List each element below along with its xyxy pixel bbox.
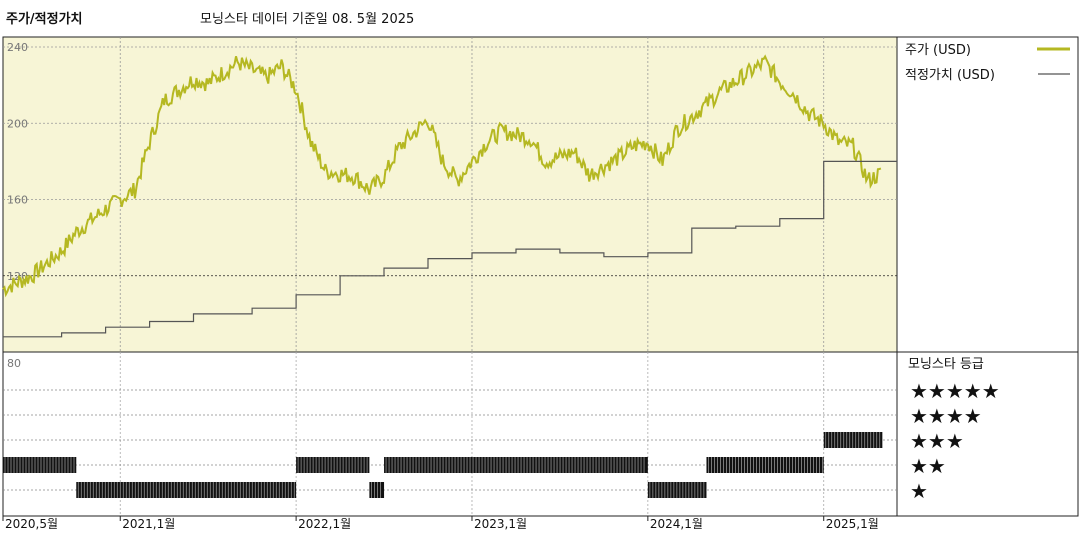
fair-value-series-line bbox=[3, 160, 897, 338]
rating-segment-3-star bbox=[823, 432, 883, 448]
chart-series bbox=[2, 54, 897, 338]
x-tick-label: 2020,5월 bbox=[5, 517, 58, 531]
rating-segment-1-star bbox=[369, 482, 385, 498]
x-tick-label: 2024,1월 bbox=[650, 517, 703, 531]
rating-segment-2-star bbox=[384, 457, 648, 473]
chart-frame bbox=[2, 36, 1079, 517]
y-tick-label: 80 bbox=[7, 357, 21, 370]
chart-panels bbox=[2, 36, 1079, 517]
rating-level-1-stars: ★ bbox=[910, 479, 928, 503]
x-tick-label: 2022,1월 bbox=[298, 517, 351, 531]
rating-bars bbox=[3, 432, 883, 498]
legend-price-label: 주가 (USD) bbox=[905, 43, 971, 58]
x-tick-label: 2025,1월 bbox=[826, 517, 879, 531]
price-panel-bg bbox=[3, 37, 897, 352]
rating-bar bbox=[296, 457, 370, 473]
rating-segment-1-star bbox=[647, 482, 707, 498]
y-tick-label: 200 bbox=[7, 117, 28, 130]
chart-legend: 주가 (USD)적정가치 (USD)모닝스타 등급★★★★★★★★★★★★★★★ bbox=[905, 43, 1070, 503]
x-tick-label: 2021,1월 bbox=[122, 517, 175, 531]
rating-bar bbox=[384, 457, 648, 473]
price-series-line bbox=[2, 54, 882, 298]
rating-level-3-stars: ★★★ bbox=[910, 429, 964, 453]
x-axis-ticks: 2020,5월 2021,1월 2022,1월 2023,1월 2024,1월 2025,… bbox=[2, 516, 879, 531]
rating-level-4-stars: ★★★★ bbox=[910, 404, 982, 428]
rating-segment-2-star bbox=[706, 457, 824, 473]
y-tick-label: 240 bbox=[7, 41, 28, 54]
rating-segment-2-star bbox=[3, 457, 77, 473]
x-tick-label: 2023,1월 bbox=[474, 517, 527, 531]
rating-level-2-stars: ★★ bbox=[910, 454, 946, 478]
chart-section-title: 주가/적정가치 bbox=[6, 12, 83, 27]
rating-bar bbox=[3, 457, 77, 473]
rating-level-5-stars: ★★★★★ bbox=[910, 379, 1000, 403]
y-tick-label: 160 bbox=[7, 194, 28, 207]
rating-segment-1-star bbox=[76, 482, 297, 498]
data-date-caption: 모닝스타 데이터 기준일 08. 5월 2025 bbox=[200, 12, 415, 27]
rating-segment-2-star bbox=[296, 457, 370, 473]
legend-fair-value-label: 적정가치 (USD) bbox=[905, 68, 995, 83]
rating-legend-title: 모닝스타 등급 bbox=[908, 357, 984, 372]
